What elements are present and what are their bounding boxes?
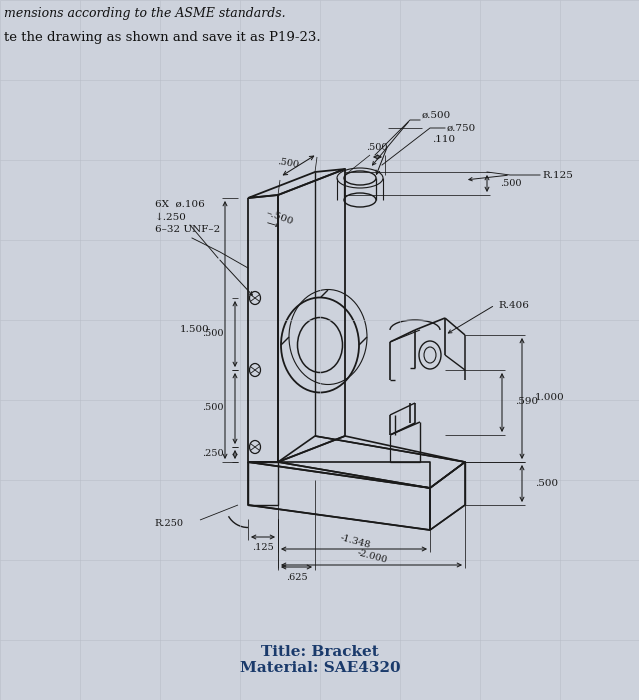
Text: 1.500: 1.500 [180, 326, 210, 335]
Text: ↓.250: ↓.250 [155, 213, 187, 221]
Text: -2.000: -2.000 [356, 549, 388, 566]
Text: ø.500: ø.500 [422, 111, 451, 120]
Text: mensions according to the ASME standards.: mensions according to the ASME standards… [4, 8, 286, 20]
Text: .110: .110 [432, 136, 455, 144]
Text: 6–32 UNF–2: 6–32 UNF–2 [155, 225, 220, 234]
Text: ø.750: ø.750 [447, 123, 476, 132]
Text: Title: Bracket: Title: Bracket [261, 645, 379, 659]
Text: .500: .500 [535, 479, 558, 487]
Text: te the drawing as shown and save it as P19-23.: te the drawing as shown and save it as P… [4, 32, 321, 45]
Text: 1.000: 1.000 [535, 393, 565, 402]
Text: .500: .500 [203, 330, 224, 339]
Text: .590: .590 [515, 398, 538, 407]
Text: R.406: R.406 [498, 300, 529, 309]
Text: .500: .500 [366, 144, 388, 153]
Text: –.500: –.500 [265, 209, 295, 227]
Text: R.125: R.125 [542, 171, 573, 179]
Text: Material: SAE4320: Material: SAE4320 [240, 661, 400, 675]
Text: .500: .500 [277, 157, 299, 169]
Text: .250: .250 [203, 449, 224, 459]
Text: .500: .500 [500, 178, 521, 188]
Text: .625: .625 [286, 573, 308, 582]
Text: .125: .125 [252, 542, 274, 552]
Text: -1.348: -1.348 [339, 533, 371, 550]
Text: R.250: R.250 [154, 519, 183, 528]
Text: .500: .500 [203, 403, 224, 412]
Text: 6X  ø.106: 6X ø.106 [155, 199, 204, 209]
